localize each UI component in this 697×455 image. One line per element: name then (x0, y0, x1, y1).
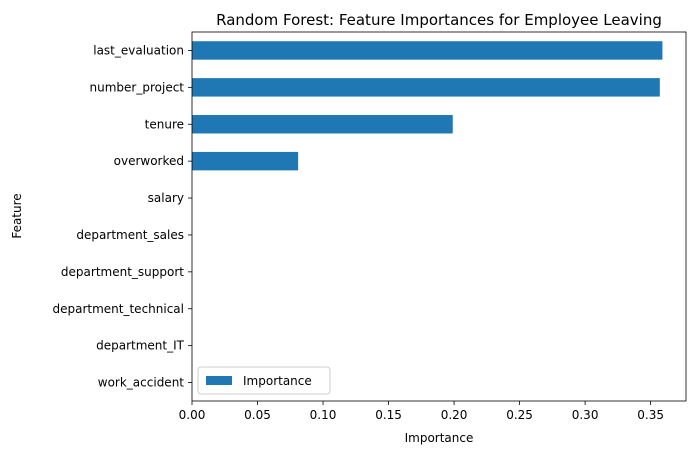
bar-number_project (192, 78, 660, 97)
y-tick-label: number_project (90, 80, 185, 94)
bar-overworked (192, 151, 299, 171)
y-tick-label: department_sales (76, 228, 184, 242)
y-tick-label: tenure (145, 117, 184, 131)
x-tick-label: 0.25 (506, 408, 533, 422)
x-axis-label: Importance (405, 431, 474, 445)
y-tick-label: overworked (114, 154, 184, 168)
x-tick-label: 0.00 (179, 408, 206, 422)
x-tick-label: 0.30 (572, 408, 599, 422)
y-tick-label: department_technical (52, 302, 184, 316)
chart-title: Random Forest: Feature Importances for E… (216, 11, 662, 29)
y-tick-label: last_evaluation (93, 43, 184, 57)
x-tick-label: 0.20 (441, 408, 468, 422)
legend: Importance (197, 366, 331, 395)
bar-last_evaluation (192, 41, 663, 60)
legend-frame (197, 366, 331, 395)
y-tick-label: department_IT (96, 339, 185, 353)
x-tick-label: 0.10 (310, 408, 337, 422)
x-tick-label: 0.15 (375, 408, 402, 422)
x-tick-label: 0.05 (244, 408, 271, 422)
y-axis-label: Feature (10, 193, 24, 238)
legend-label: Importance (243, 374, 312, 388)
bar-tenure (192, 115, 453, 134)
y-tick-label: salary (148, 191, 184, 205)
legend-swatch (206, 376, 232, 385)
axes-frame (191, 31, 687, 402)
y-tick-label: work_accident (98, 376, 185, 390)
y-tick-label: department_support (61, 265, 184, 279)
x-tick-label: 0.35 (637, 408, 664, 422)
